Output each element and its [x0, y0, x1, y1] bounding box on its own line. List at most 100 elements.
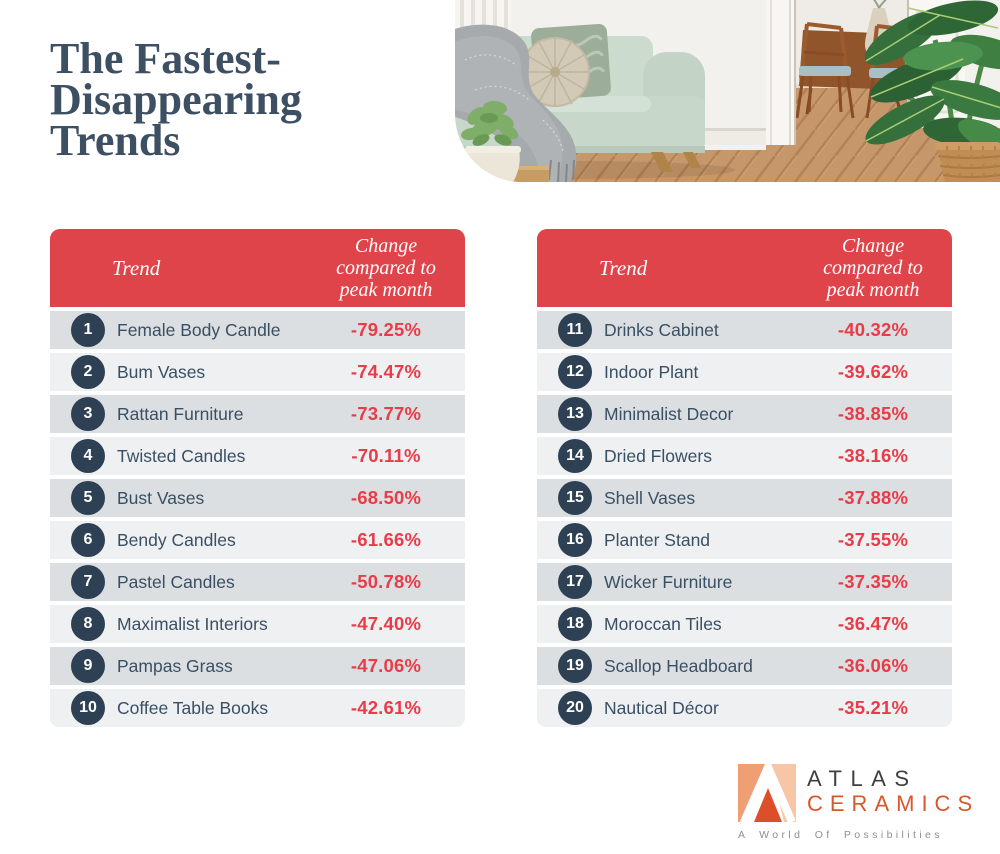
table-row: 7 Pastel Candles -50.78%	[50, 563, 465, 601]
table-row: 9 Pampas Grass -47.06%	[50, 647, 465, 685]
trend-label: Nautical Décor	[604, 697, 719, 718]
atlas-logo-mark-icon	[738, 764, 796, 822]
table-row: 17 Wicker Furniture -37.35%	[537, 563, 952, 601]
logo-name-atlas: ATLAS	[807, 766, 918, 791]
table-row: 6 Bendy Candles -61.66%	[50, 521, 465, 559]
trend-label: Twisted Candles	[117, 445, 246, 466]
change-value: -70.11%	[351, 445, 421, 466]
change-value: -40.32%	[837, 319, 909, 340]
trend-label: Rattan Furniture	[117, 403, 244, 424]
trend-label: Planter Stand	[604, 529, 711, 550]
logo-name-ceramics: CERAMICS	[807, 791, 980, 816]
rank-badge: 2	[71, 355, 105, 389]
table-row: 13 Minimalist Decor -38.85%	[537, 395, 952, 433]
table-row: 14 Dried Flowers -38.16%	[537, 437, 952, 475]
logo-tagline: A World Of Possibilities	[738, 829, 943, 841]
trend-label: Shell Vases	[604, 487, 696, 508]
trend-label: Pastel Candles	[117, 571, 235, 592]
change-value: -36.47%	[837, 613, 909, 634]
table-row: 19 Scallop Headboard -36.06%	[537, 647, 952, 685]
rank-badge: 1	[71, 313, 105, 347]
rank-badge: 9	[71, 649, 105, 683]
rank-badge: 17	[558, 565, 592, 599]
rank-badge: 10	[71, 691, 105, 725]
rank-badge: 15	[558, 481, 592, 515]
table-row: 2 Bum Vases -74.47%	[50, 353, 465, 391]
trend-label: Moroccan Tiles	[604, 613, 722, 634]
trend-label: Bendy Candles	[117, 529, 236, 550]
change-value: -74.47%	[350, 361, 422, 382]
table-row: 20 Nautical Décor -35.21%	[537, 689, 952, 727]
change-value: -37.35%	[837, 571, 909, 592]
trend-label: Dried Flowers	[604, 445, 712, 466]
table-row: 4 Twisted Candles -70.11%	[50, 437, 465, 475]
change-value: -42.61%	[350, 697, 422, 718]
rank-badge: 8	[71, 607, 105, 641]
rank-badge: 20	[558, 691, 592, 725]
change-value: -68.50%	[350, 487, 422, 508]
trend-label: Coffee Table Books	[117, 697, 269, 718]
change-value: -37.55%	[837, 529, 909, 550]
rank-badge: 18	[558, 607, 592, 641]
rank-badge: 5	[71, 481, 105, 515]
table-row: 15 Shell Vases -37.88%	[537, 479, 952, 517]
column-header-change: Change compared to peak month	[823, 235, 923, 301]
rank-badge: 13	[558, 397, 592, 431]
change-value: -79.25%	[350, 319, 422, 340]
trend-label: Minimalist Decor	[604, 403, 734, 424]
table-body: 11 Drinks Cabinet -40.32% 12 Indoor Plan…	[537, 311, 952, 727]
table-row: 10 Coffee Table Books -42.61%	[50, 689, 465, 727]
change-value: -35.21%	[837, 697, 909, 718]
trends-table-2: Trend Change compared to peak month 11 D…	[537, 229, 952, 727]
rank-badge: 7	[71, 565, 105, 599]
change-value: -47.06%	[350, 655, 422, 676]
trend-label: Female Body Candle	[117, 319, 281, 340]
atlas-ceramics-logo: ATLAS CERAMICS A World Of Possibilities	[738, 764, 990, 841]
logo-row: ATLAS CERAMICS	[738, 764, 990, 822]
change-value: -61.66%	[350, 529, 422, 550]
change-value: -36.06%	[837, 655, 909, 676]
rank-badge: 6	[71, 523, 105, 557]
rank-badge: 4	[71, 439, 105, 473]
change-value: -50.78%	[350, 571, 422, 592]
change-value: -73.77%	[350, 403, 422, 424]
column-header-trend: Trend	[112, 255, 161, 280]
column-header-trend: Trend	[599, 255, 648, 280]
rank-badge: 12	[558, 355, 592, 389]
trend-label: Wicker Furniture	[604, 571, 733, 592]
trend-label: Drinks Cabinet	[604, 319, 719, 340]
table-row: 3 Rattan Furniture -73.77%	[50, 395, 465, 433]
rank-badge: 16	[558, 523, 592, 557]
column-header-change: Change compared to peak month	[336, 235, 436, 301]
table-header: Trend Change compared to peak month	[50, 229, 465, 307]
trend-label: Indoor Plant	[604, 361, 699, 382]
table-row: 1 Female Body Candle -79.25%	[50, 311, 465, 349]
rank-badge: 11	[558, 313, 592, 347]
rank-badge: 19	[558, 649, 592, 683]
trend-label: Scallop Headboard	[604, 655, 753, 676]
logo-names: ATLAS CERAMICS	[807, 764, 979, 816]
table-row: 12 Indoor Plant -39.62%	[537, 353, 952, 391]
table-body: 1 Female Body Candle -79.25% 2 Bum Vases…	[50, 311, 465, 727]
change-value: -39.62%	[837, 361, 909, 382]
trend-label: Pampas Grass	[117, 655, 233, 676]
change-value: -38.16%	[837, 445, 909, 466]
table-row: 16 Planter Stand -37.55%	[537, 521, 952, 559]
rank-badge: 3	[71, 397, 105, 431]
trend-label: Bust Vases	[117, 487, 205, 508]
trend-label: Maximalist Interiors	[117, 613, 268, 634]
table-row: 8 Maximalist Interiors -47.40%	[50, 605, 465, 643]
trend-label: Bum Vases	[117, 361, 206, 382]
rank-badge: 14	[558, 439, 592, 473]
living-room-photo-illustration	[455, 0, 1000, 182]
change-value: -37.88%	[837, 487, 909, 508]
table-row: 11 Drinks Cabinet -40.32%	[537, 311, 952, 349]
table-row: 18 Moroccan Tiles -36.47%	[537, 605, 952, 643]
hero-photo	[455, 0, 1000, 182]
trends-table-1: Trend Change compared to peak month 1 Fe…	[50, 229, 465, 727]
table-row: 5 Bust Vases -68.50%	[50, 479, 465, 517]
page-title: The Fastest- Disappearing Trends	[50, 34, 302, 165]
table-header: Trend Change compared to peak month	[537, 229, 952, 307]
change-value: -38.85%	[837, 403, 909, 424]
